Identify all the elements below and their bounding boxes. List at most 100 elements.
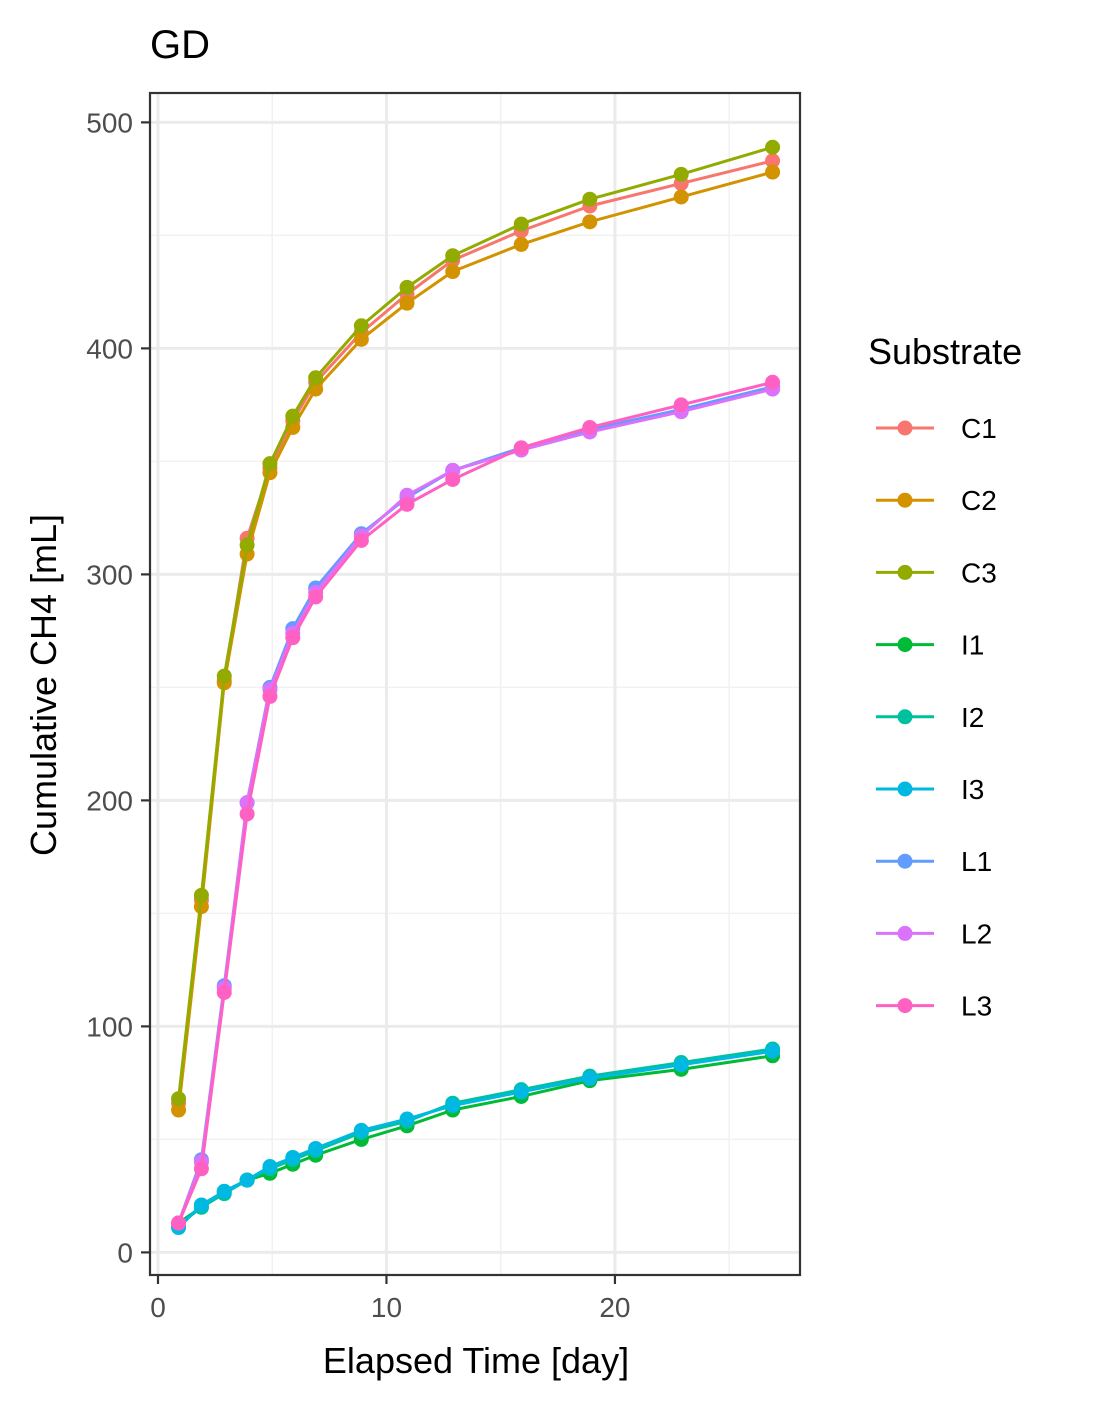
x-tick-label: 10 <box>371 1292 402 1323</box>
data-point-C3 <box>193 887 209 903</box>
legend-item-C1: C1 <box>876 413 997 444</box>
data-point-I3 <box>353 1122 369 1138</box>
data-point-C3 <box>171 1091 187 1107</box>
legend-item-L3: L3 <box>876 991 992 1022</box>
chart-title: GD <box>150 23 210 67</box>
legend-label: L2 <box>961 918 992 949</box>
y-axis-title: Cumulative CH4 [mL] <box>23 514 64 856</box>
data-point-C3 <box>445 248 461 264</box>
legend-label: C2 <box>961 485 997 516</box>
data-point-C2 <box>399 295 415 311</box>
data-point-C3 <box>239 537 255 553</box>
series-line-C3 <box>177 145 774 1099</box>
data-point-C3 <box>285 408 301 424</box>
series-line-L3 <box>177 380 773 1224</box>
panel-background <box>150 93 800 1275</box>
legend-key-point <box>897 998 913 1014</box>
legend-item-L1: L1 <box>876 846 992 877</box>
data-point-I3 <box>582 1070 598 1086</box>
legend-label: L3 <box>961 991 992 1022</box>
data-point-L3 <box>308 589 324 605</box>
legend-key-point <box>897 637 913 653</box>
data-point-C2 <box>445 264 461 280</box>
data-point-C2 <box>582 214 598 230</box>
data-point-L3 <box>285 630 301 646</box>
legend-key-point <box>897 709 913 725</box>
data-point-I3 <box>765 1043 781 1059</box>
y-tick-label: 200 <box>86 785 133 816</box>
legend-key-point <box>897 564 913 580</box>
x-axis-title: Elapsed Time [day] <box>323 1340 629 1381</box>
data-point-C2 <box>171 1102 187 1118</box>
legend-item-C3: C3 <box>876 557 997 588</box>
x-tick-label: 20 <box>599 1292 630 1323</box>
legend-items: C1 C2 C3 I1 I2 I3 L1 L2 L3 <box>876 413 997 1022</box>
y-tick-label: 500 <box>86 107 133 138</box>
data-point-L3 <box>513 440 529 456</box>
data-point-L3 <box>673 397 689 413</box>
legend-key-point <box>897 420 913 436</box>
legend-key-point <box>897 492 913 508</box>
legend-item-I2: I2 <box>876 702 984 733</box>
y-tick-label: 400 <box>86 333 133 364</box>
data-point-I3 <box>399 1111 415 1127</box>
data-point-C2 <box>513 236 529 252</box>
data-point-L3 <box>216 984 232 1000</box>
data-point-L3 <box>262 688 278 704</box>
data-point-C3 <box>765 139 781 155</box>
data-point-C2 <box>673 189 689 205</box>
legend-item-I1: I1 <box>876 630 984 661</box>
data-point-L3 <box>239 806 255 822</box>
legend-item-C2: C2 <box>876 485 997 516</box>
legend-title: Substrate <box>868 331 1022 372</box>
legend-label: C1 <box>961 413 997 444</box>
axes: 0 100 200 300 400 500 0 10 20 <box>86 91 802 1323</box>
data-series <box>171 139 781 1236</box>
data-point-I3 <box>239 1172 255 1188</box>
legend: Substrate C1 C2 C3 I1 I2 I3 L1 L2 L3 <box>868 331 1022 1022</box>
data-point-C3 <box>582 191 598 207</box>
legend-key-point <box>897 781 913 797</box>
data-point-C3 <box>673 166 689 182</box>
legend-label: C3 <box>961 557 997 588</box>
legend-item-L2: L2 <box>876 918 992 949</box>
panel-border <box>148 91 802 1277</box>
data-point-C3 <box>399 279 415 295</box>
legend-label: I2 <box>961 702 984 733</box>
data-point-I3 <box>513 1084 529 1100</box>
data-point-C2 <box>353 331 369 347</box>
data-point-L3 <box>445 471 461 487</box>
y-tick-label: 0 <box>117 1237 133 1268</box>
data-point-L3 <box>582 419 598 435</box>
data-point-C3 <box>353 318 369 334</box>
series-L3 <box>171 374 781 1231</box>
data-point-I3 <box>673 1057 689 1073</box>
y-tick-label: 100 <box>86 1011 133 1042</box>
data-point-C3 <box>216 668 232 684</box>
plot-panel <box>150 93 800 1275</box>
legend-label: I1 <box>961 630 984 661</box>
data-point-L3 <box>353 532 369 548</box>
data-point-I3 <box>262 1159 278 1175</box>
data-point-L3 <box>193 1161 209 1177</box>
legend-key-point <box>897 925 913 941</box>
data-point-I3 <box>216 1183 232 1199</box>
series-C3 <box>171 139 781 1107</box>
data-point-L3 <box>765 374 781 390</box>
data-point-C3 <box>513 216 529 232</box>
data-point-C3 <box>308 370 324 386</box>
legend-key-point <box>897 853 913 869</box>
data-point-C1 <box>765 153 781 169</box>
data-point-C3 <box>262 456 278 472</box>
data-point-C2 <box>765 164 781 180</box>
x-tick-label: 0 <box>150 1292 166 1323</box>
legend-label: I3 <box>961 774 984 805</box>
data-point-I3 <box>308 1140 324 1156</box>
data-point-I3 <box>285 1149 301 1165</box>
data-point-I3 <box>193 1197 209 1213</box>
legend-label: L1 <box>961 846 992 877</box>
data-point-L3 <box>171 1215 187 1231</box>
y-tick-label: 300 <box>86 559 133 590</box>
